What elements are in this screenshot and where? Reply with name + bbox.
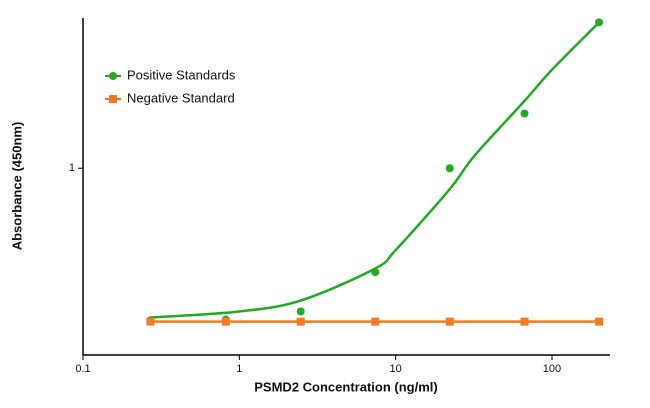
marker [520, 109, 529, 118]
marker [296, 317, 305, 326]
legend-marker [109, 72, 117, 80]
marker [296, 307, 305, 316]
marker [371, 268, 380, 277]
y-axis-title: Absorbance (450nm) [9, 122, 24, 251]
marker [146, 317, 155, 326]
marker [595, 317, 604, 326]
y-tick-label: 1 [69, 162, 75, 174]
line [150, 21, 600, 319]
marker [520, 317, 529, 326]
x-tick-label: 1 [236, 363, 242, 375]
marker [445, 164, 454, 173]
legend-text: Positive Standards [127, 67, 236, 82]
marker [221, 317, 230, 326]
marker [371, 317, 380, 326]
legend-marker [109, 95, 117, 103]
x-axis-title: PSMD2 Concentration (ng/ml) [254, 379, 437, 394]
x-tick-label: 100 [543, 363, 561, 375]
x-tick-label: 10 [390, 363, 402, 375]
marker [445, 317, 454, 326]
marker [595, 18, 604, 27]
legend-text: Negative Standard [127, 90, 235, 105]
x-tick-label: 0.1 [75, 363, 90, 375]
